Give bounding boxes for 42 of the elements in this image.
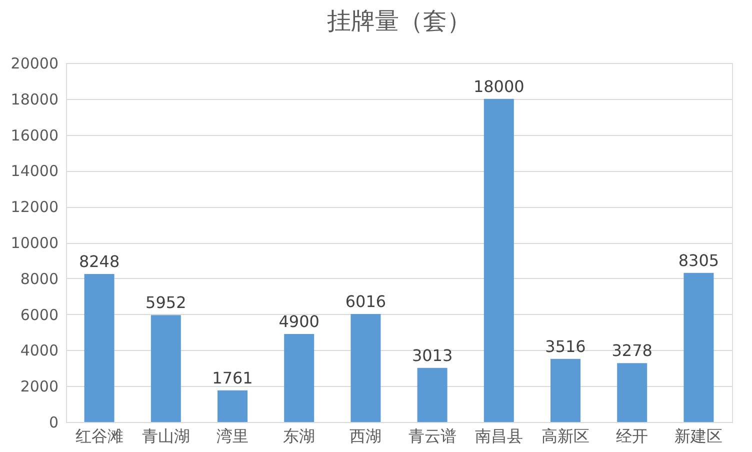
data-label: 8305 <box>678 250 720 270</box>
x-tick-label: 西湖 <box>350 426 382 446</box>
bar <box>617 363 648 422</box>
bar <box>684 272 714 422</box>
data-label: 3516 <box>545 336 586 356</box>
data-label: 4900 <box>278 312 320 332</box>
y-tick-label: 2000 <box>20 378 58 396</box>
x-tick-label: 经开 <box>616 426 648 446</box>
chart-title: 挂牌量（套） <box>327 7 471 35</box>
bar <box>484 98 514 422</box>
data-label: 8248 <box>78 252 120 271</box>
data-label: 3278 <box>612 341 652 360</box>
data-label: 1761 <box>212 368 253 388</box>
x-tick-label: 青山湖 <box>142 426 190 446</box>
data-label: 3013 <box>412 346 453 365</box>
data-label: 18000 <box>473 76 524 96</box>
y-tick-label: 16000 <box>10 126 58 144</box>
x-tick-label: 湾里 <box>216 426 248 446</box>
x-tick-label: 青云谱 <box>408 426 456 446</box>
x-tick-label: 红谷滩 <box>75 426 124 446</box>
bar <box>150 315 181 422</box>
x-tick-label: 南昌县 <box>474 426 523 446</box>
y-tick-label: 10000 <box>10 234 58 252</box>
y-tick-label: 6000 <box>20 306 58 324</box>
y-tick-label: 12000 <box>10 198 58 216</box>
data-label: 5952 <box>146 293 186 312</box>
bar <box>550 358 580 422</box>
y-tick-label: 18000 <box>10 90 58 108</box>
y-tick-label: 20000 <box>10 54 58 72</box>
data-label: 6016 <box>345 292 386 312</box>
x-tick-label: 高新区 <box>542 426 590 446</box>
bar <box>284 334 314 422</box>
x-tick-label: 新建区 <box>674 426 723 446</box>
y-tick-label: 0 <box>48 414 58 432</box>
y-tick-label: 8000 <box>20 270 58 288</box>
bar <box>218 390 248 422</box>
bar <box>84 274 114 422</box>
bar <box>417 368 448 422</box>
bar <box>350 314 381 422</box>
y-tick-label: 14000 <box>10 162 58 180</box>
x-tick-label: 东湖 <box>283 426 316 446</box>
y-tick-label: 4000 <box>20 342 58 360</box>
